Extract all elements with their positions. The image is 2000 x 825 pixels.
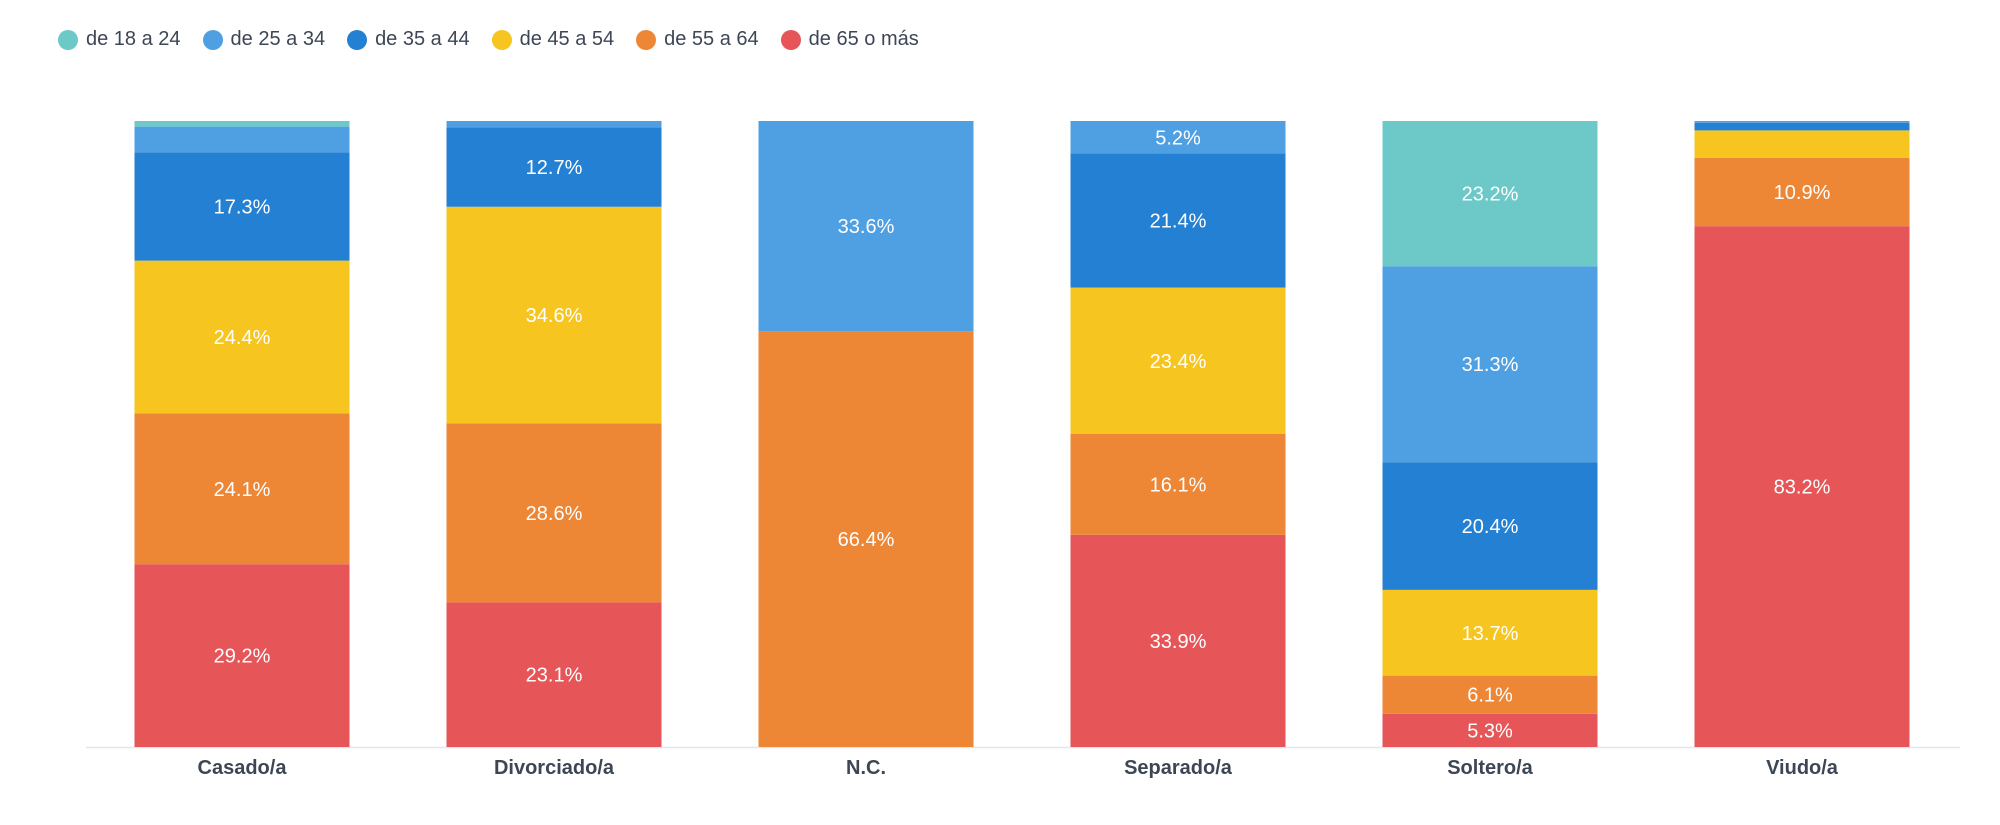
legend-swatch (636, 29, 657, 50)
x-tick-label: Viudo/a (1766, 757, 1839, 779)
data-label: 28.6% (526, 503, 583, 525)
bar-segment[interactable] (1070, 434, 1286, 535)
data-label: 21.4% (1150, 211, 1207, 233)
data-label: 13.7% (1462, 623, 1519, 645)
data-label: 29.2% (214, 646, 271, 668)
data-label: 31.3% (1462, 354, 1519, 376)
data-label: 34.6% (526, 305, 583, 327)
bar-segment[interactable] (1070, 287, 1286, 434)
data-label: 10.9% (1774, 182, 1831, 204)
bar-segment[interactable] (758, 331, 974, 747)
legend-label: de 45 a 54 (519, 28, 615, 50)
legend-label: de 35 a 44 (375, 28, 470, 50)
legend-label: de 55 a 64 (664, 28, 759, 50)
bar-segment[interactable] (1694, 121, 1910, 123)
bar-segment[interactable] (446, 602, 662, 747)
bar-segment[interactable] (1694, 130, 1910, 158)
bar-segment[interactable] (446, 423, 662, 603)
bar-segment[interactable] (446, 127, 662, 207)
data-label: 24.1% (214, 479, 271, 501)
bar-segment[interactable] (1070, 534, 1286, 747)
bar-segment[interactable] (1070, 121, 1286, 154)
data-label: 20.4% (1462, 516, 1519, 538)
data-label: 5.2% (1155, 127, 1201, 149)
legend-label: de 65 o más (808, 28, 919, 50)
data-label: 23.2% (1462, 184, 1519, 206)
data-label: 12.7% (526, 157, 583, 179)
data-label: 17.3% (214, 196, 271, 218)
bar-segment[interactable] (1382, 675, 1598, 714)
bar-segment[interactable] (134, 152, 350, 261)
bar-segment[interactable] (1694, 122, 1910, 131)
bar-segment[interactable] (446, 121, 662, 128)
legend-swatch (58, 29, 78, 50)
data-label: 83.2% (1774, 477, 1831, 499)
x-tick-label: Soltero/a (1447, 757, 1533, 779)
bar-segment[interactable] (1694, 226, 1910, 748)
bar-segment[interactable] (1382, 589, 1598, 676)
data-label: 24.4% (214, 327, 271, 349)
bar-segment[interactable] (1382, 121, 1598, 267)
bar-segment[interactable] (1382, 713, 1598, 747)
bar-segment[interactable] (1694, 157, 1910, 227)
bar-segment[interactable] (1382, 266, 1598, 463)
legend-item[interactable]: de 55 a 64 (636, 28, 759, 51)
data-label: 33.6% (838, 216, 895, 238)
bar-segment[interactable] (134, 413, 350, 565)
bar-segment[interactable] (758, 121, 974, 332)
bar-segment[interactable] (446, 206, 662, 424)
bar-segment[interactable] (1382, 462, 1598, 590)
data-label: 66.4% (838, 529, 895, 551)
bar-segment[interactable] (1070, 153, 1286, 288)
data-label: 16.1% (1150, 474, 1207, 496)
x-tick-label: N.C. (846, 757, 886, 779)
legend: de 18 a 24 de 25 a 34 de 35 a 44 de 45 a 54… (58, 28, 919, 51)
legend-item[interactable]: de 25 a 34 (202, 28, 326, 51)
bar-segment[interactable] (134, 121, 350, 127)
legend-label: de 18 a 24 (86, 28, 181, 50)
bar-segment[interactable] (134, 564, 350, 747)
data-label: 6.1% (1467, 685, 1513, 707)
data-label: 5.3% (1467, 720, 1513, 742)
legend-item[interactable]: de 18 a 24 (58, 28, 181, 51)
x-tick-label: Divorciado/a (494, 757, 615, 779)
legend-item[interactable]: de 65 o más (780, 28, 919, 51)
legend-swatch (347, 29, 368, 50)
bar-segment[interactable] (134, 260, 350, 414)
legend-item[interactable]: de 35 a 44 (347, 28, 470, 51)
x-tick-label: Casado/a (198, 757, 288, 779)
data-label: 23.4% (1150, 351, 1207, 373)
legend-swatch (202, 29, 223, 50)
bar-segment[interactable] (134, 126, 350, 153)
legend-item[interactable]: de 45 a 54 (491, 28, 615, 51)
legend-swatch (780, 29, 801, 50)
x-tick-label: Separado/a (1124, 757, 1233, 779)
legend-swatch (491, 29, 512, 50)
data-label: 33.9% (1150, 631, 1207, 653)
legend-label: de 25 a 34 (230, 28, 326, 50)
data-label: 23.1% (526, 665, 583, 687)
